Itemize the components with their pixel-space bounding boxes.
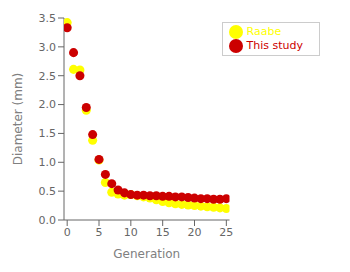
svg-text:15: 15	[156, 226, 170, 239]
svg-text:0: 0	[64, 226, 71, 239]
svg-text:3.0: 3.0	[39, 41, 57, 54]
svg-text:3.5: 3.5	[39, 12, 57, 25]
svg-text:5: 5	[96, 226, 103, 239]
svg-text:1.5: 1.5	[39, 127, 57, 140]
svg-text:0.0: 0.0	[39, 214, 57, 227]
html-text:This study: This study	[246, 39, 303, 52]
svg-text:0.5: 0.5	[39, 185, 57, 198]
svg-text:25: 25	[219, 226, 233, 239]
html-text:Raabe: Raabe	[246, 25, 282, 38]
svg-text:10: 10	[124, 226, 138, 239]
svg-text:2.0: 2.0	[39, 98, 57, 111]
svg-text:Diameter (mm): Diameter (mm)	[11, 73, 25, 166]
svg-text:1.0: 1.0	[39, 156, 57, 169]
svg-text:2.5: 2.5	[39, 70, 57, 83]
svg-text:Generation: Generation	[113, 247, 180, 261]
svg-text:20: 20	[188, 226, 202, 239]
